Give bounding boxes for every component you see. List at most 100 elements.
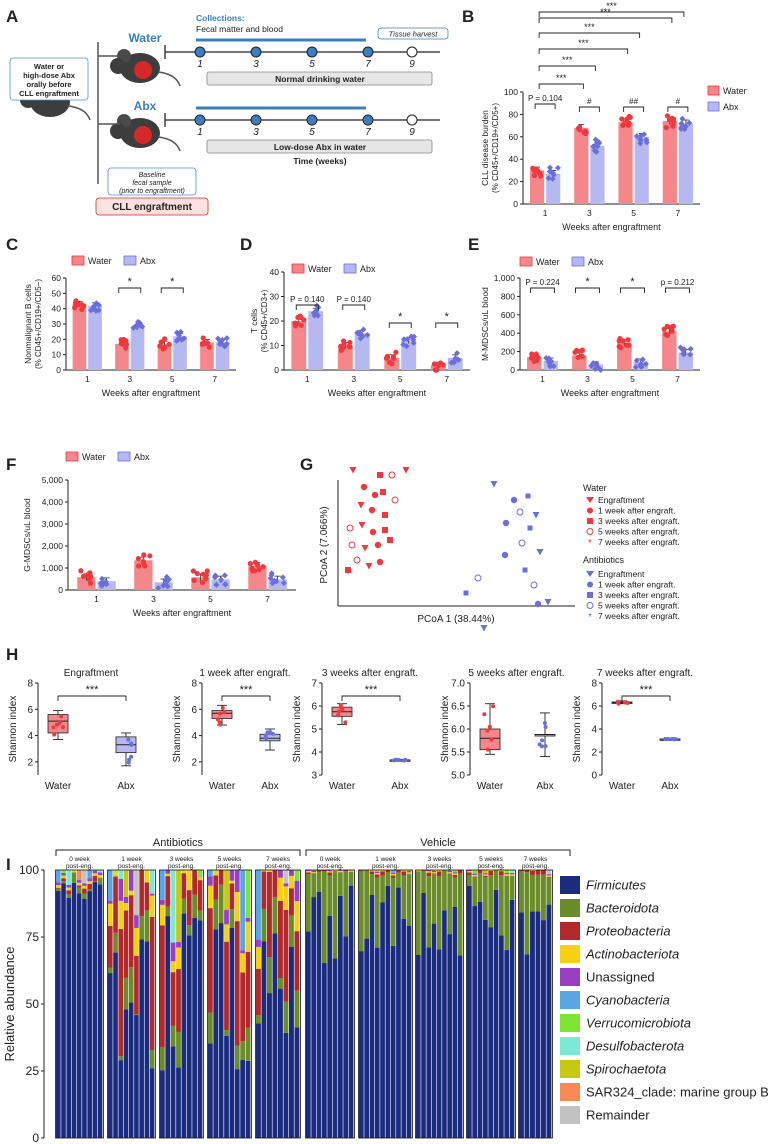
legend-swatch xyxy=(560,1060,580,1078)
water-point xyxy=(377,472,383,478)
y-tick-label: 60 xyxy=(509,132,519,142)
water-point xyxy=(371,491,379,499)
data-point xyxy=(670,737,675,742)
y-tick-label: 100 xyxy=(19,863,39,877)
data-point xyxy=(190,568,196,574)
stack-segment xyxy=(267,957,272,994)
water-point xyxy=(360,483,368,491)
stack-segment xyxy=(144,941,150,1138)
bar-water-1 xyxy=(291,321,307,370)
data-point xyxy=(540,738,545,743)
data-point xyxy=(387,359,393,366)
data-point xyxy=(54,722,59,727)
timepoint-label: 7 xyxy=(365,59,371,70)
data-point xyxy=(341,338,347,344)
stack-segment xyxy=(76,882,82,886)
box-title: 7 weeks after engraft. xyxy=(597,668,693,679)
legend-swatch xyxy=(560,899,580,917)
data-point xyxy=(663,736,668,741)
timepoint-label: post-eng. xyxy=(66,863,93,870)
significance-label: *** xyxy=(365,684,379,696)
timepoint-label: 7 xyxy=(365,127,371,138)
legend-label: Abx xyxy=(588,257,604,267)
stack-segment xyxy=(488,875,494,928)
stack-segment xyxy=(87,883,92,890)
stack-segment xyxy=(149,1068,155,1138)
panel-label-H: H xyxy=(6,645,18,664)
stack-segment xyxy=(272,933,278,1138)
stack-segment xyxy=(530,870,535,871)
data-point xyxy=(212,573,219,580)
stack-segment xyxy=(472,874,478,877)
data-point xyxy=(164,578,171,585)
y-tick-label: 2 xyxy=(591,748,597,759)
stack-segment xyxy=(245,1060,251,1138)
stack-segment xyxy=(472,870,478,874)
y-tick-label: 0 xyxy=(32,1131,39,1144)
significance-bracket xyxy=(534,103,556,109)
x-tick-label: 3 xyxy=(585,374,590,384)
x-tick-label: Abx xyxy=(261,781,278,792)
stack-segment xyxy=(406,870,412,872)
stack-segment xyxy=(390,870,396,873)
stack-segment xyxy=(374,947,380,1138)
stack-segment xyxy=(278,988,283,1138)
abx-point xyxy=(502,519,510,527)
significance-bracket xyxy=(538,32,641,38)
timepoint-dot xyxy=(306,114,318,126)
stack-segment xyxy=(229,880,235,884)
stack-segment xyxy=(447,934,452,1138)
stack-segment xyxy=(170,870,176,943)
stack-segment xyxy=(245,917,251,922)
y-tick-label: 6.0 xyxy=(451,725,465,736)
stack-segment xyxy=(338,870,343,873)
group-frame xyxy=(358,869,413,1139)
stack-segment xyxy=(499,870,504,872)
cll-engraftment-box xyxy=(95,197,209,216)
stack-segment xyxy=(197,880,203,911)
stack-segment xyxy=(431,923,437,1138)
legend-swatch-water xyxy=(519,256,533,267)
water-point xyxy=(391,496,399,504)
stack-segment xyxy=(128,895,134,968)
stack-segment xyxy=(181,873,187,899)
stack-segment xyxy=(509,875,515,900)
y-axis-label: Nonmalignant B cells xyxy=(23,284,33,364)
stack-segment xyxy=(118,928,124,1057)
stack-segment xyxy=(118,1060,124,1138)
data-point xyxy=(222,710,227,715)
stack-segment xyxy=(364,870,369,939)
legend-swatch xyxy=(560,922,580,940)
data-point xyxy=(200,335,206,341)
stack-segment xyxy=(92,882,98,1138)
stack-segment xyxy=(267,993,272,1138)
data-point xyxy=(147,553,153,559)
water-point xyxy=(382,512,388,518)
mouse-tail-icon xyxy=(157,71,181,87)
data-point xyxy=(141,552,147,558)
significance-label: ## xyxy=(629,97,638,106)
stack-segment xyxy=(87,891,92,1138)
stack-segment xyxy=(224,941,229,1031)
data-point xyxy=(220,706,225,711)
stack-segment xyxy=(108,925,113,968)
stack-segment xyxy=(541,870,546,875)
data-point xyxy=(52,732,57,737)
stack-segment xyxy=(289,875,294,889)
data-point xyxy=(642,360,649,367)
stack-segment xyxy=(61,881,66,884)
timepoint-label: post-eng. xyxy=(216,863,243,870)
data-point xyxy=(619,116,625,122)
stack-segment xyxy=(359,870,364,952)
bar-abx-7 xyxy=(268,579,287,590)
data-point xyxy=(129,754,134,759)
cll-engraftment-label: CLL engraftment xyxy=(112,202,192,213)
panel-label-A: A xyxy=(6,7,18,26)
stack-segment xyxy=(134,915,139,928)
stack-segment xyxy=(477,901,483,1138)
stack-segment xyxy=(472,906,478,1138)
significance-bracket xyxy=(295,304,319,310)
stack-segment xyxy=(359,951,364,1138)
legend-label: 5 weeks after engraft. xyxy=(598,527,680,537)
stack-segment xyxy=(181,898,187,914)
